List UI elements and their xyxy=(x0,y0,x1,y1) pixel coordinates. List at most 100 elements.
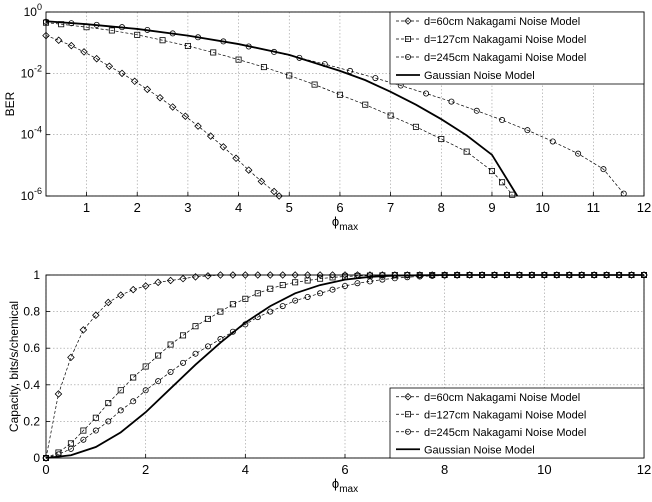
data-point xyxy=(67,41,76,50)
legend-marker-2 xyxy=(404,428,411,435)
data-point xyxy=(499,179,506,186)
data-point xyxy=(391,271,399,279)
x-tick-label: 12 xyxy=(637,200,651,215)
x-axis-label: ϕmax xyxy=(332,214,358,233)
data-point xyxy=(292,297,299,304)
data-point xyxy=(254,290,261,297)
x-tick-label: 2 xyxy=(134,200,141,215)
series-line-2 xyxy=(45,274,644,459)
data-point xyxy=(416,273,423,280)
data-point xyxy=(194,122,202,130)
data-point xyxy=(166,276,175,285)
x-tick-label: 8 xyxy=(441,462,448,477)
data-point xyxy=(67,353,75,362)
x-axis-label: ϕmax xyxy=(332,476,358,495)
data-point xyxy=(244,166,253,174)
series-line-0 xyxy=(45,35,280,197)
legend-box xyxy=(389,11,645,85)
ber-chart: 1 2 3 4 5 6 7 8 9 10 11 1210010-210-410-6ϕmaxBERd=6… xyxy=(3,2,651,233)
data-point xyxy=(217,308,224,315)
data-point xyxy=(108,27,115,34)
data-point xyxy=(118,69,126,78)
legend-label-3: Gaussian Noise Model xyxy=(424,70,535,82)
data-point xyxy=(286,72,293,79)
data-point xyxy=(270,187,278,196)
x-tick-label: 4 xyxy=(235,200,242,215)
legend-label-3: Gaussian Noise Model xyxy=(424,444,535,456)
legend-marker-1 xyxy=(404,36,411,43)
x-tick-label: 4 xyxy=(242,462,249,477)
data-point xyxy=(192,350,199,357)
data-point xyxy=(266,271,275,279)
data-point xyxy=(55,449,62,456)
data-point xyxy=(473,107,480,114)
legend-box xyxy=(389,387,645,459)
data-point xyxy=(54,36,63,45)
data-point xyxy=(159,37,166,44)
legend-label-2: d=245cm Nakagami Noise Model xyxy=(424,52,586,64)
data-point xyxy=(575,150,582,157)
y-tick-label: 1 xyxy=(33,268,40,282)
data-point xyxy=(80,48,88,56)
data-point xyxy=(311,81,318,88)
data-point xyxy=(117,407,124,414)
data-point xyxy=(141,282,150,290)
data-point xyxy=(304,277,311,284)
data-point xyxy=(232,154,240,163)
capacity-chart: 0 2 4 6 8 10 12 0 0.2 0.4 0.6 0.8 1 ϕmax Capacity, bit… xyxy=(7,268,651,495)
data-point xyxy=(92,54,101,63)
x-tick-label: 5 xyxy=(286,200,293,215)
data-point xyxy=(143,85,152,94)
data-point xyxy=(278,271,287,279)
y-tick-label: 0.8 xyxy=(23,305,40,319)
data-point xyxy=(155,378,162,385)
data-point xyxy=(415,271,424,279)
data-point xyxy=(463,148,470,155)
data-point xyxy=(92,311,100,320)
data-point xyxy=(180,332,187,339)
data-point xyxy=(448,98,455,105)
data-point xyxy=(179,274,187,283)
data-point xyxy=(366,272,373,279)
data-point xyxy=(328,271,337,279)
data-point xyxy=(304,293,311,300)
y-tick-label: 10-2 xyxy=(21,63,42,80)
data-point xyxy=(204,343,211,350)
legend-marker-1 xyxy=(404,411,411,418)
data-point xyxy=(116,291,125,299)
data-point xyxy=(79,326,88,334)
y-tick-label: 0.4 xyxy=(23,378,40,392)
data-point xyxy=(292,279,299,286)
data-point xyxy=(180,359,187,366)
x-tick-label: 11 xyxy=(587,200,601,215)
data-point xyxy=(167,368,174,375)
y-axis-label: BER xyxy=(3,91,17,116)
data-point xyxy=(412,123,419,130)
data-point xyxy=(92,414,99,421)
data-point xyxy=(117,387,124,394)
data-point xyxy=(192,323,199,330)
data-point xyxy=(80,427,87,434)
data-point xyxy=(257,177,266,186)
data-point xyxy=(105,400,112,407)
data-point xyxy=(142,363,149,370)
x-tick-label: 2 xyxy=(142,462,149,477)
y-tick-label: 0.2 xyxy=(23,414,40,428)
y-tick-label: 10-4 xyxy=(21,125,42,142)
x-tick-label: 3 xyxy=(184,200,191,215)
data-point xyxy=(92,427,99,434)
data-point xyxy=(366,278,373,285)
data-point xyxy=(191,273,200,281)
data-point xyxy=(336,91,343,98)
data-point xyxy=(210,49,217,56)
data-point xyxy=(341,282,348,289)
data-point xyxy=(134,31,141,38)
data-point xyxy=(105,62,114,71)
y-tick-label: 0.6 xyxy=(23,341,40,355)
data-point xyxy=(438,136,445,143)
x-tick-label: 7 xyxy=(387,200,394,215)
data-point xyxy=(279,303,286,310)
y-tick-label: 10-6 xyxy=(21,186,42,203)
data-point xyxy=(130,398,137,405)
